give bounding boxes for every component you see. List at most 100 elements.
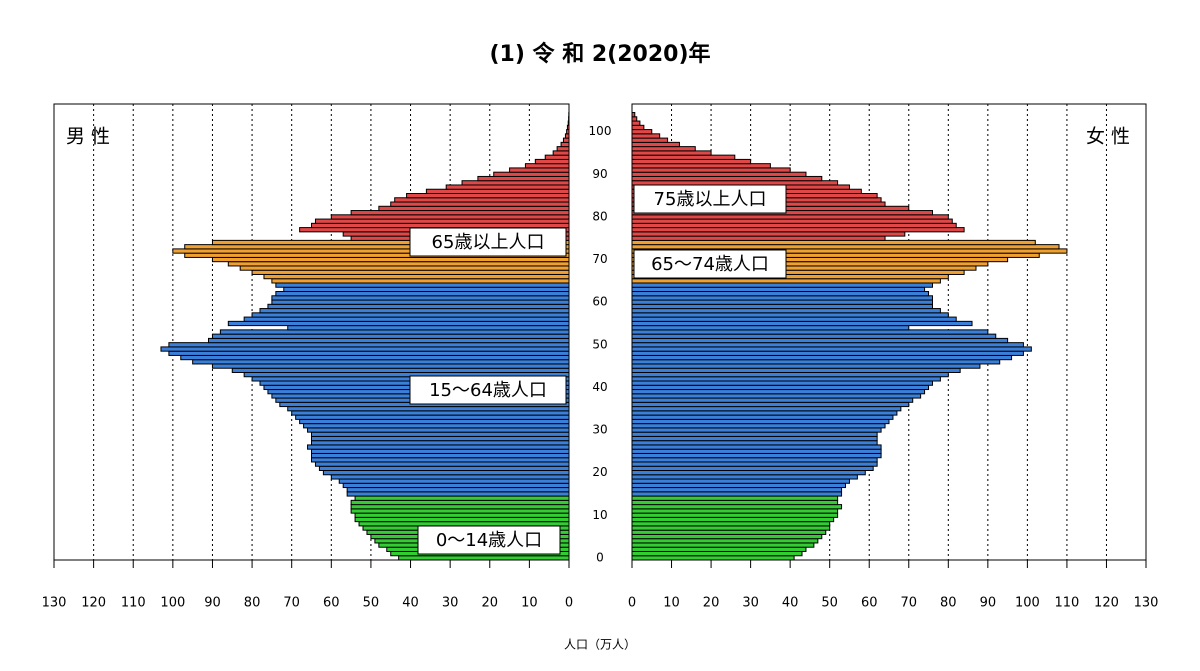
bar [232, 368, 569, 372]
x-tick-label: 10 [663, 596, 680, 611]
bar [355, 517, 569, 521]
bar [632, 475, 857, 479]
bar [632, 304, 932, 308]
bar [632, 488, 842, 492]
y-tick-label: 40 [592, 380, 607, 394]
bar [632, 321, 972, 325]
bar [563, 138, 569, 142]
bar [632, 436, 877, 440]
bar [312, 453, 570, 457]
bar [632, 296, 932, 300]
bar [632, 313, 948, 317]
bar [632, 453, 881, 457]
bar [632, 364, 980, 368]
bar [212, 257, 569, 261]
bar [632, 556, 794, 560]
bar [308, 428, 569, 432]
bar [632, 125, 644, 129]
bar [632, 117, 637, 121]
bar [632, 513, 838, 517]
annotation: 75歳以上人口 [654, 189, 767, 210]
bar [632, 181, 838, 185]
bar [244, 317, 569, 321]
bar [632, 539, 818, 543]
x-tick-label: 0 [565, 596, 573, 611]
bar [379, 206, 569, 210]
x-tick-label: 70 [283, 596, 300, 611]
bar [525, 164, 569, 168]
bar [632, 300, 932, 304]
bar [632, 509, 838, 513]
bar [272, 300, 569, 304]
legend-female: 女 性 [1086, 126, 1130, 148]
bar [228, 321, 569, 325]
bar [632, 159, 751, 163]
bar [632, 522, 830, 526]
bar [632, 372, 948, 376]
bar [209, 338, 570, 342]
x-tick-label: 80 [940, 596, 957, 611]
bar [292, 411, 569, 415]
bar [632, 168, 790, 172]
x-tick-label: 10 [521, 596, 538, 611]
x-tick-label: 120 [1094, 596, 1119, 611]
bar [632, 530, 826, 534]
bar [312, 223, 570, 227]
bar [462, 181, 569, 185]
bar [632, 385, 929, 389]
bar [252, 313, 569, 317]
bar [351, 500, 569, 504]
bar [343, 483, 569, 487]
x-tick-label: 40 [782, 596, 799, 611]
bar [632, 483, 846, 487]
bar [565, 134, 569, 138]
bar [161, 347, 569, 351]
bar [478, 176, 569, 180]
bar [304, 424, 569, 428]
bar [632, 326, 909, 330]
x-tick-label: 110 [1055, 596, 1080, 611]
bar [632, 466, 873, 470]
x-tick-label: 50 [821, 596, 838, 611]
bar [632, 228, 964, 232]
bar [632, 526, 830, 530]
bar [553, 151, 569, 155]
bar [632, 402, 909, 406]
bar [632, 245, 1059, 249]
bar [228, 262, 569, 266]
x-tick-label: 90 [204, 596, 221, 611]
bar [494, 172, 569, 176]
x-tick-label: 120 [81, 596, 106, 611]
bar [632, 407, 901, 411]
bar [545, 155, 569, 159]
bar [632, 283, 932, 287]
y-tick-label: 30 [592, 423, 607, 437]
bar [632, 368, 960, 372]
bar [252, 270, 569, 274]
bar [395, 198, 569, 202]
bar [268, 304, 569, 308]
x-tick-label: 100 [160, 596, 185, 611]
x-tick-label: 130 [42, 596, 67, 611]
bar [632, 236, 885, 240]
bar [632, 338, 1008, 342]
x-tick-label: 30 [442, 596, 459, 611]
bar [359, 522, 569, 526]
bar [312, 458, 570, 462]
bar [331, 215, 569, 219]
x-tick-label: 60 [861, 596, 878, 611]
bar [632, 419, 889, 423]
x-tick-label: 90 [980, 596, 997, 611]
legend-male: 男 性 [66, 126, 110, 148]
chart-title: (1) 令 和 2(2020)年 [489, 41, 710, 67]
x-axis-label: 人口（万人） [564, 638, 636, 652]
bar [632, 287, 925, 291]
bar [323, 471, 569, 475]
bar [632, 411, 897, 415]
bar [632, 517, 834, 521]
bar [632, 381, 932, 385]
bar [193, 360, 569, 364]
bar [632, 279, 940, 283]
bar [632, 505, 842, 509]
